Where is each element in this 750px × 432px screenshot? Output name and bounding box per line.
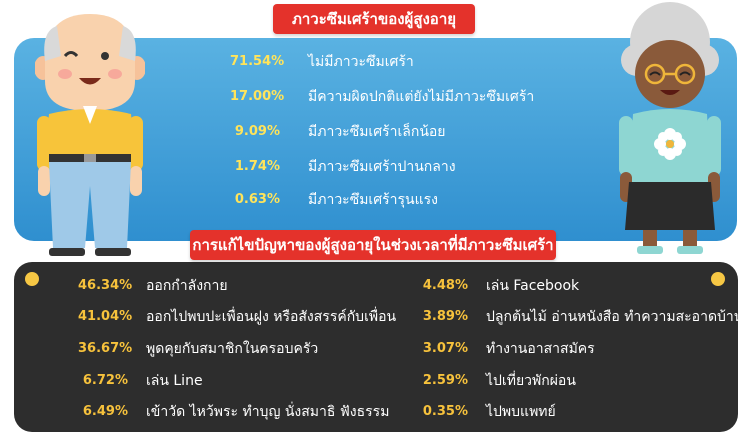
panel-dot-icon [711,272,725,286]
depression-title: ภาวะซึมเศร้าของผู้สูงอายุ [273,4,475,34]
depression-pct: 9.09% [234,124,280,139]
coping-pct: 41.04% [78,309,133,324]
coping-pct: 2.59% [422,373,468,388]
depression-pct: 71.54% [230,54,285,69]
depression-pct: 0.63% [234,192,280,207]
coping-label: เล่น Line [146,373,203,389]
coping-pct: 4.48% [422,278,468,293]
elderly-woman-icon [619,2,721,254]
depression-label: ไม่มีภาวะซึมเศร้า [308,54,414,70]
coping-label: เล่น Facebook [486,278,580,294]
depression-label: มีภาวะซึมเศร้าปานกลาง [308,159,456,175]
depression-label: มีภาวะซึมเศร้าเล็กน้อย [308,124,446,140]
coping-pct: 6.49% [82,404,128,419]
depression-pct: 1.74% [234,159,280,174]
coping-label: พูดคุยกับสมาชิกในครอบครัว [146,341,319,357]
coping-label: ไปพบแพทย์ [486,404,556,420]
coping-label: ไปเที่ยวพักผ่อน [486,373,576,389]
coping-pct: 46.34% [78,278,133,293]
coping-label: ปลูกต้นไม้ อ่านหนังสือ ทำความสะอาดบ้าน [486,309,744,325]
coping-label: ออกกำลังกาย [146,278,228,294]
depression-label: มีภาวะซึมเศร้ารุนแรง [308,192,438,208]
coping-label: เข้าวัด ไหว้พระ ทำบุญ นั่งสมาธิ ฟังธรรม [146,404,390,420]
coping-pct: 36.67% [78,341,133,356]
coping-pct: 3.07% [422,341,468,356]
coping-pct: 6.72% [82,373,128,388]
coping-label: ออกไปพบปะเพื่อนฝูง หรือสังสรรค์กับเพื่อน [146,309,397,325]
coping-pct: 0.35% [422,404,468,419]
coping-panel [14,262,738,432]
panel-dot-icon [25,272,39,286]
depression-pct: 17.00% [230,89,285,104]
elderly-man-icon [35,14,145,256]
coping-title: การแก้ไขปัญหาของผู้สูงอายุในช่วงเวลาที่ม… [190,230,556,260]
coping-label: ทำงานอาสาสมัคร [486,341,595,357]
depression-label: มีความผิดปกติแต่ยังไม่มีภาวะซึมเศร้า [308,89,535,105]
coping-pct: 3.89% [422,309,468,324]
